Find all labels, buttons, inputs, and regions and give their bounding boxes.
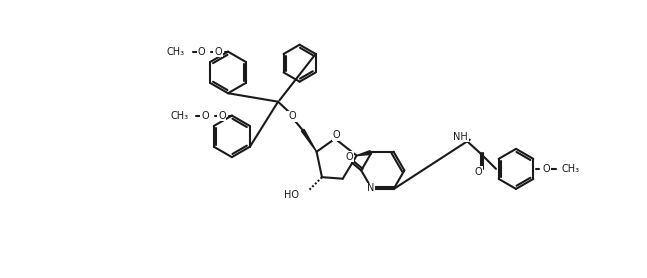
Text: O: O: [288, 111, 296, 121]
Text: CH₃: CH₃: [171, 111, 189, 121]
Text: O: O: [333, 130, 340, 140]
Polygon shape: [302, 129, 316, 152]
Text: O: O: [214, 47, 222, 57]
Text: O: O: [543, 164, 551, 174]
Text: O: O: [201, 111, 209, 121]
Text: O: O: [346, 152, 353, 162]
Text: CH₃: CH₃: [167, 47, 185, 57]
Text: NH: NH: [453, 131, 468, 142]
Text: CH₃: CH₃: [562, 164, 580, 174]
Text: O: O: [218, 111, 226, 121]
Text: O: O: [474, 167, 482, 177]
Polygon shape: [356, 151, 371, 156]
Text: HO: HO: [284, 190, 299, 200]
Text: O: O: [197, 47, 205, 57]
Text: N: N: [367, 183, 374, 193]
